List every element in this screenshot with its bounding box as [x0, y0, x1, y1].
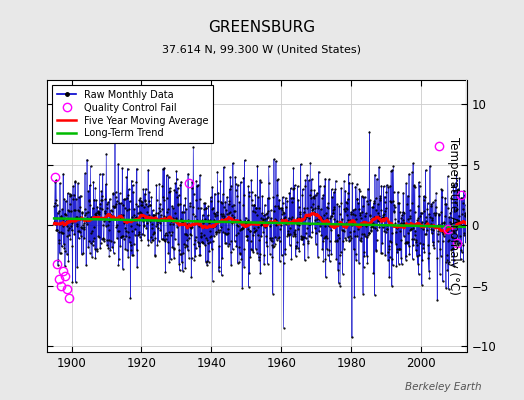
Y-axis label: Temperature Anomaly (°C): Temperature Anomaly (°C)	[447, 137, 460, 295]
Legend: Raw Monthly Data, Quality Control Fail, Five Year Moving Average, Long-Term Tren: Raw Monthly Data, Quality Control Fail, …	[52, 85, 213, 143]
Text: GREENSBURG: GREENSBURG	[209, 20, 315, 35]
Text: 37.614 N, 99.300 W (United States): 37.614 N, 99.300 W (United States)	[162, 44, 362, 54]
Text: Berkeley Earth: Berkeley Earth	[406, 382, 482, 392]
